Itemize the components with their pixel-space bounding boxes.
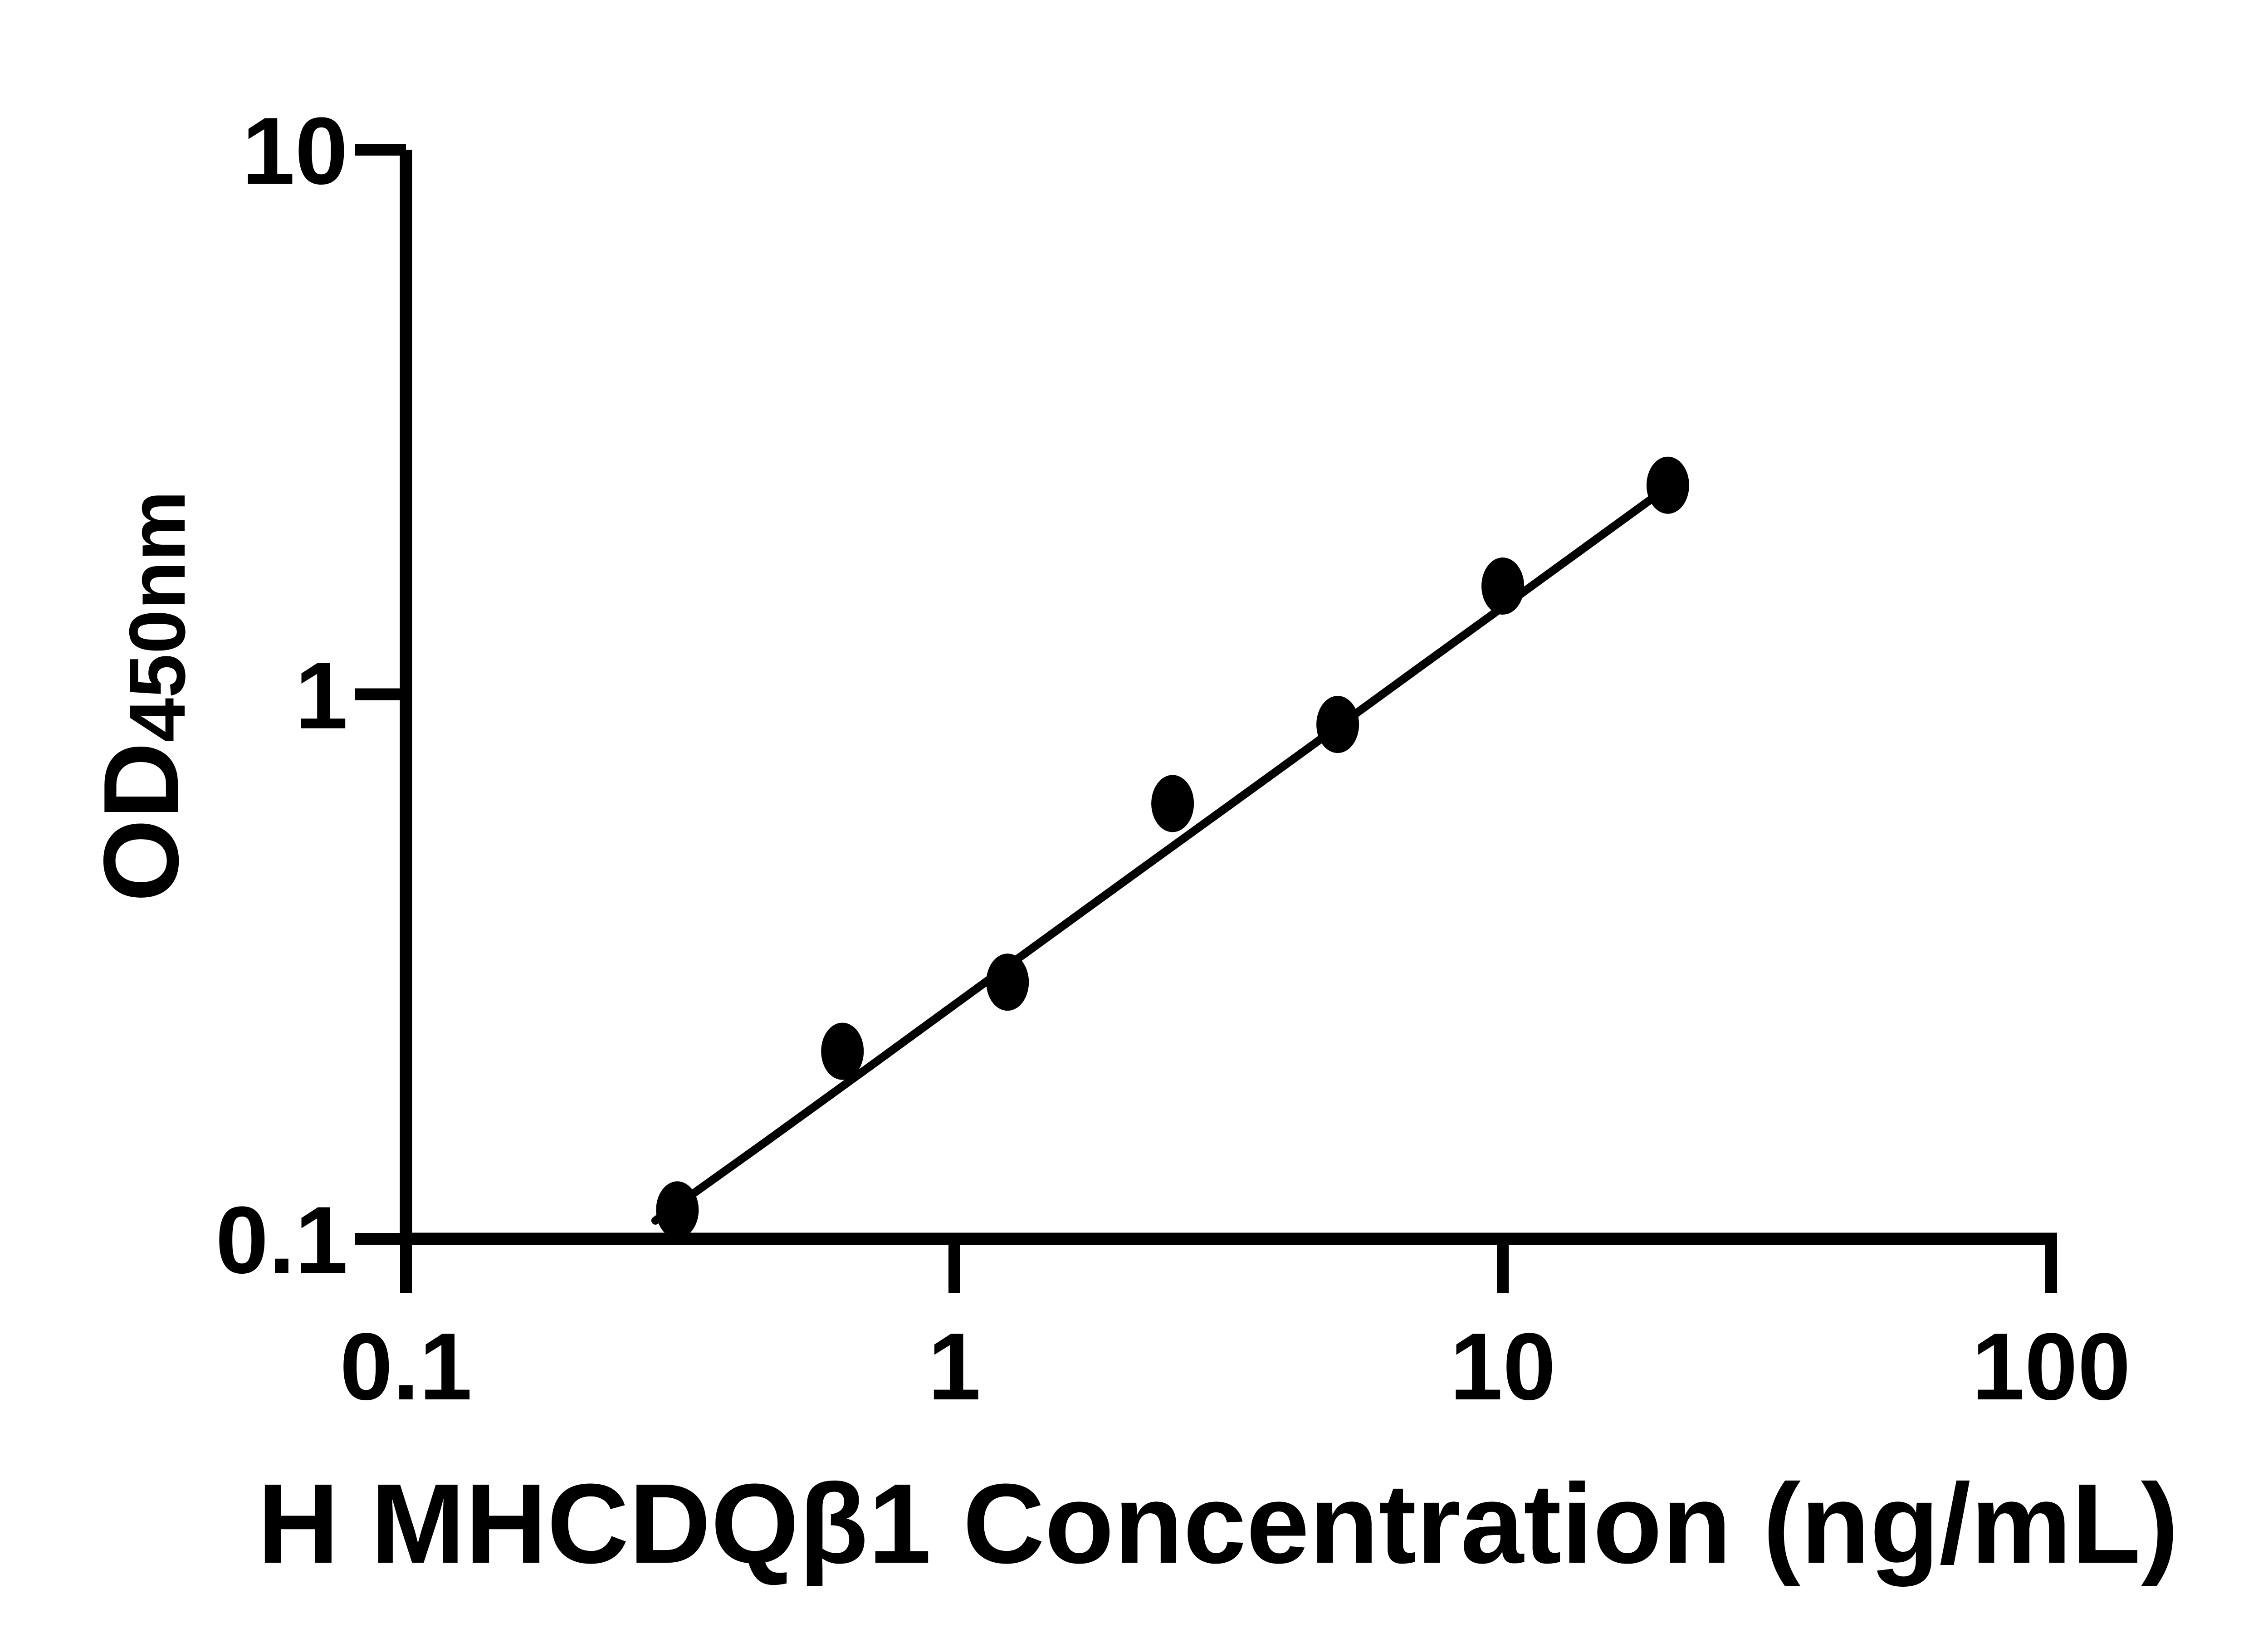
data-point	[1646, 456, 1689, 514]
y-tick-label: 1	[295, 642, 348, 749]
x-tick-label: 100	[1972, 1313, 2131, 1420]
x-tick-label: 0.1	[340, 1313, 472, 1420]
y-axis-title: OD450nm	[81, 491, 202, 902]
data-point	[821, 1022, 864, 1080]
data-point	[1481, 557, 1524, 615]
x-tick-label: 1	[928, 1313, 981, 1420]
plot-area: 0.1 1 10 100 10 1 0.1	[215, 98, 2131, 1420]
y-axis-title-main: OD	[81, 742, 200, 902]
data-point	[1316, 696, 1359, 753]
data-point	[1151, 775, 1194, 832]
data-point	[986, 953, 1029, 1011]
x-axis-title: H MHCDQβ1 Concentration (ng/mL)	[257, 1460, 2179, 1587]
data-point	[656, 1181, 699, 1239]
y-axis-title-subscript: 450nm	[113, 491, 202, 742]
y-tick-label: 10	[242, 98, 348, 204]
x-tick-label: 10	[1450, 1313, 1556, 1420]
y-tick-label: 0.1	[215, 1187, 348, 1293]
